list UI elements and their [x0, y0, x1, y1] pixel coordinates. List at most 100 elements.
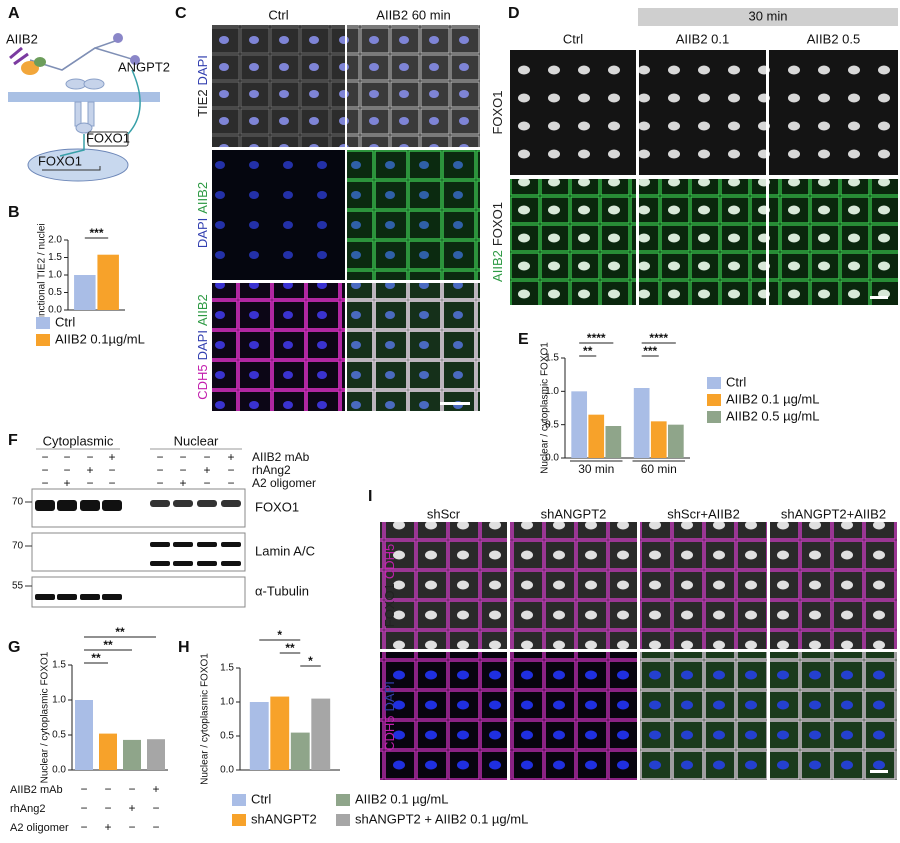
- micrograph: [347, 150, 480, 280]
- diagram-label: FOXO1: [86, 130, 130, 145]
- y-tick-label: 0.5: [48, 287, 62, 298]
- legend-swatch: [36, 334, 50, 346]
- bar: [74, 275, 96, 310]
- row-label: DAPI AIIB2: [195, 182, 210, 248]
- row-label: CDH5 DAPI AIIB2: [195, 294, 210, 400]
- significance-label: **: [91, 651, 101, 665]
- column-label: shScr+AIIB2: [667, 506, 740, 521]
- y-tick-label: 0.5: [220, 731, 234, 742]
- bar: [290, 732, 310, 770]
- condition-sign: −: [104, 782, 111, 796]
- column-label: AIIB2 60 min: [376, 7, 450, 22]
- micrograph: [639, 179, 766, 305]
- legend-label: Ctrl: [726, 374, 746, 389]
- micrograph: [510, 652, 637, 780]
- bar: [633, 388, 650, 458]
- panel-label: C: [175, 5, 187, 22]
- y-tick-label: 1.0: [220, 697, 234, 708]
- band: [221, 561, 241, 566]
- legend-label: AIIB2 0.1 µg/mL: [726, 391, 819, 406]
- micrograph: [212, 150, 345, 280]
- row-label: CDH5 DAPI: [382, 681, 397, 751]
- y-tick-label: 1.5: [48, 252, 62, 263]
- y-tick-label: 1.0: [48, 270, 62, 281]
- bar: [270, 696, 290, 770]
- diagram-label: ANGPT2: [118, 59, 170, 74]
- bar: [588, 414, 605, 458]
- condition-sign: −: [156, 463, 163, 477]
- panel-label: F: [8, 432, 18, 449]
- condition-sign: −: [227, 476, 234, 490]
- condition-sign: −: [63, 463, 70, 477]
- significance-label: **: [285, 641, 295, 655]
- panel-label: D: [508, 5, 520, 22]
- micrograph: [510, 522, 637, 649]
- panel-label: G: [8, 639, 20, 656]
- condition-sign: +: [152, 782, 159, 796]
- column-label: Ctrl: [563, 31, 583, 46]
- condition-sign: −: [80, 820, 87, 834]
- band: [173, 500, 193, 507]
- legend-swatch: [336, 814, 350, 826]
- band: [150, 500, 170, 507]
- y-tick-label: 1.5: [52, 660, 66, 671]
- x-tick-label: 30 min: [578, 462, 614, 476]
- condition-sign: −: [86, 450, 93, 464]
- legend-label: shANGPT2 + AIIB2 0.1 µg/mL: [355, 811, 528, 826]
- micrograph: [380, 522, 507, 649]
- micrograph: [510, 179, 636, 305]
- band: [57, 500, 77, 511]
- y-tick-label: 1.5: [545, 353, 559, 364]
- condition-sign: −: [203, 450, 210, 464]
- row-label-word: DAPI: [382, 681, 397, 711]
- y-tick-label: 0.5: [545, 419, 559, 430]
- condition-sign: −: [152, 820, 159, 834]
- row-label-word: FOXO1: [490, 202, 505, 246]
- band: [150, 542, 170, 547]
- panel-label: B: [8, 204, 20, 221]
- fraction-label: Cytoplasmic: [43, 433, 114, 448]
- legend-label: AIIB2 0.5 µg/mL: [726, 408, 819, 423]
- panel-label: E: [518, 331, 529, 348]
- significance-label: **: [583, 344, 593, 358]
- bar: [571, 391, 588, 458]
- band: [35, 594, 55, 600]
- condition-sign: −: [179, 450, 186, 464]
- condition-sign: +: [203, 463, 210, 477]
- condition-label: A2 oligomer: [10, 822, 69, 834]
- condition-sign: −: [156, 476, 163, 490]
- band: [57, 594, 77, 600]
- legend-label: shANGPT2: [251, 811, 317, 826]
- condition-sign: −: [156, 450, 163, 464]
- micrograph: [769, 50, 898, 175]
- condition-sign: +: [86, 463, 93, 477]
- marker-label: 55: [12, 581, 24, 592]
- legend-label: AIIB2 0.1µg/mL: [55, 331, 145, 346]
- micrograph: [347, 283, 480, 411]
- condition-sign: −: [179, 463, 186, 477]
- y-tick-label: 1.5: [220, 663, 234, 674]
- y-tick-label: 1.0: [545, 386, 559, 397]
- row-label: FOXO1 CDH5: [382, 544, 397, 627]
- band: [150, 561, 170, 566]
- bar: [147, 739, 165, 770]
- bar: [123, 739, 141, 770]
- condition-sign: −: [41, 450, 48, 464]
- row-label-word: TIE2: [195, 89, 210, 116]
- column-label: Ctrl: [268, 7, 288, 22]
- header-label: 30 min: [748, 8, 787, 23]
- band: [197, 542, 217, 547]
- row-label-word: FOXO1: [382, 583, 397, 627]
- micrograph: [212, 283, 345, 411]
- row-label-word: AIIB2: [195, 294, 210, 326]
- column-label: AIIB2 0.5: [807, 31, 860, 46]
- condition-sign: −: [203, 476, 210, 490]
- band: [102, 500, 122, 511]
- condition-sign: +: [104, 820, 111, 834]
- panel-label: I: [368, 488, 372, 505]
- row-label-word: CDH5: [382, 544, 397, 579]
- y-axis-label: Junctional TIE2 / nuclei: [37, 223, 48, 326]
- significance-label: ****: [649, 331, 668, 345]
- band: [221, 542, 241, 547]
